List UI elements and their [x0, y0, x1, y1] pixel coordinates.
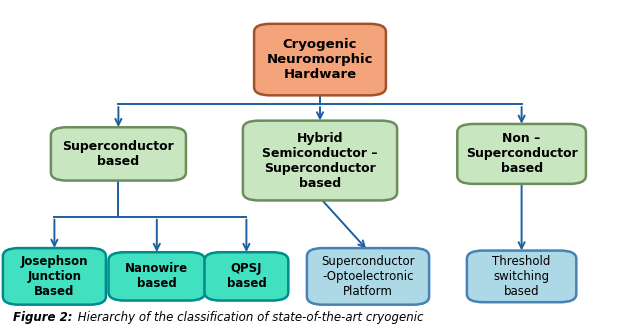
FancyBboxPatch shape [254, 24, 386, 95]
Text: QPSJ
based: QPSJ based [227, 262, 266, 290]
Text: Cryogenic
Neuromorphic
Hardware: Cryogenic Neuromorphic Hardware [267, 38, 373, 81]
Text: Josephson
Junction
Based: Josephson Junction Based [20, 255, 88, 298]
FancyBboxPatch shape [51, 127, 186, 181]
FancyBboxPatch shape [243, 121, 397, 201]
Text: Hybrid
Semiconductor –
Superconductor
based: Hybrid Semiconductor – Superconductor ba… [262, 131, 378, 190]
FancyBboxPatch shape [457, 124, 586, 184]
Text: Non –
Superconductor
based: Non – Superconductor based [466, 132, 577, 175]
FancyBboxPatch shape [467, 251, 576, 302]
Text: Superconductor
-Optoelectronic
Platform: Superconductor -Optoelectronic Platform [321, 255, 415, 298]
Text: Figure 2:: Figure 2: [13, 311, 72, 324]
Text: Hierarchy of the classification of state-of-the-art cryogenic: Hierarchy of the classification of state… [74, 311, 423, 324]
Text: Threshold
switching
based: Threshold switching based [492, 255, 551, 298]
FancyBboxPatch shape [3, 248, 106, 305]
FancyBboxPatch shape [205, 252, 288, 301]
FancyBboxPatch shape [108, 252, 205, 301]
Text: Nanowire
based: Nanowire based [125, 262, 188, 290]
Text: Superconductor
based: Superconductor based [63, 140, 174, 168]
FancyBboxPatch shape [307, 248, 429, 305]
